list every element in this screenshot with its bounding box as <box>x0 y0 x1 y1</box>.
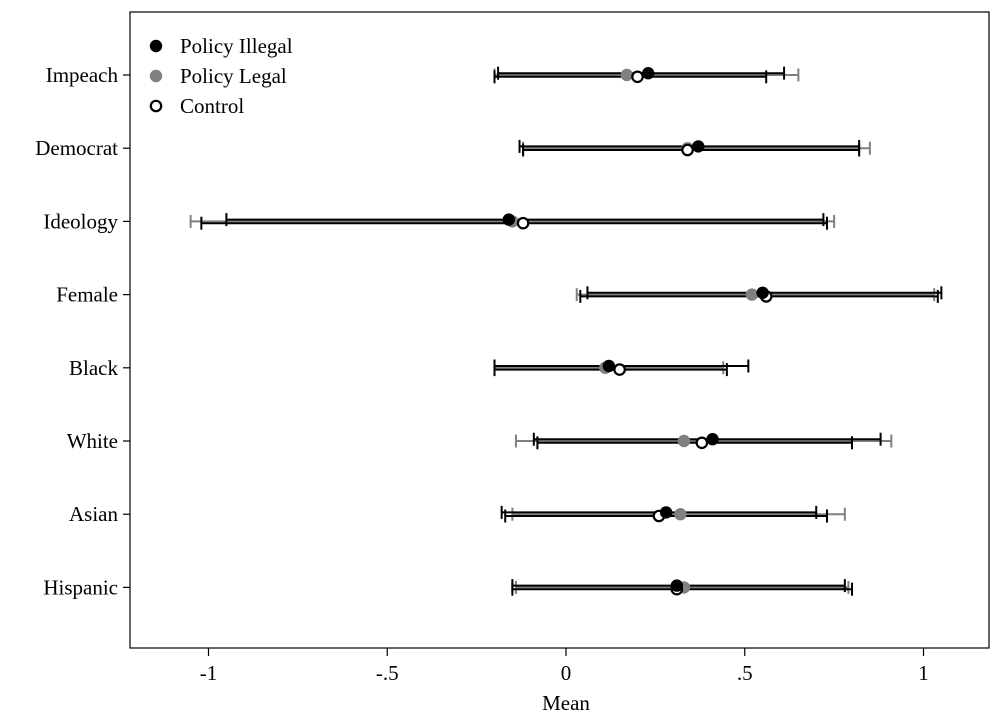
y-tick-label: Impeach <box>46 63 119 87</box>
legend-label: Control <box>180 94 244 118</box>
point <box>674 508 687 521</box>
series-layer <box>189 66 943 596</box>
y-tick-label: Hispanic <box>43 575 118 599</box>
x-tick-label: 0 <box>561 661 572 685</box>
y-tick-label: Female <box>56 283 118 307</box>
point <box>620 68 633 82</box>
point <box>642 67 655 80</box>
series-points <box>502 67 769 592</box>
y-tick-label: Black <box>69 356 118 380</box>
legend: Policy Illegal Policy Legal Control <box>149 34 293 118</box>
y-axis: Impeach Democrat Ideology Female Black White A… <box>35 63 130 599</box>
point <box>745 288 759 301</box>
y-tick-label: Asian <box>69 502 118 526</box>
x-tick-label: .5 <box>737 661 753 685</box>
point <box>502 213 515 226</box>
x-tick-label: -1 <box>200 661 218 685</box>
plot-area <box>129 11 990 649</box>
y-tick-label: Ideology <box>43 209 118 233</box>
legend-marker <box>149 39 163 53</box>
point <box>613 363 626 376</box>
x-axis-title: Mean <box>542 691 590 715</box>
point <box>659 506 673 519</box>
point <box>695 436 709 450</box>
point <box>681 143 694 157</box>
point <box>756 286 769 299</box>
legend-marker <box>149 69 163 83</box>
point <box>670 579 684 592</box>
point <box>677 434 691 448</box>
point <box>602 359 616 373</box>
legend-label: Policy Illegal <box>180 34 293 58</box>
point <box>692 140 705 153</box>
x-axis: -1 -.5 0 .5 1 <box>200 648 929 685</box>
x-tick-label: 1 <box>918 661 929 685</box>
legend-label: Policy Legal <box>180 64 287 88</box>
point <box>516 216 530 230</box>
legend-marker <box>149 99 163 113</box>
point <box>631 70 644 84</box>
y-tick-label: Democrat <box>35 136 118 160</box>
y-tick-label: White <box>67 429 118 453</box>
point <box>706 433 719 446</box>
x-tick-label: -.5 <box>376 661 399 685</box>
series-errorbars <box>225 66 943 593</box>
